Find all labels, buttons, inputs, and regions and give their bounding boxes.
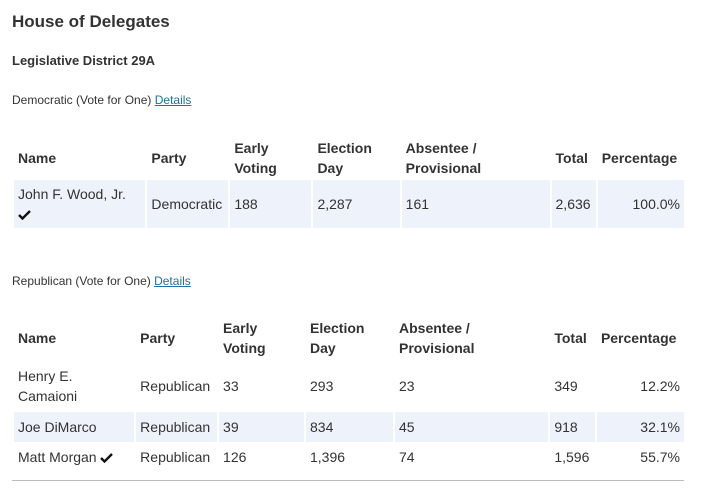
- table-row: John F. Wood, Jr. Democratic 188 2,287 1…: [14, 180, 684, 228]
- col-absentee-header: Absentee / Provisional: [399, 320, 475, 356]
- election-day-cell: 1,396: [310, 449, 346, 465]
- democratic-race-heading: Democratic (Vote for One) Details: [12, 93, 191, 107]
- col-party-header: Party: [140, 330, 176, 346]
- col-absentee-header: Absentee / Provisional: [405, 140, 482, 176]
- col-percentage-header: Percentage: [601, 150, 678, 166]
- checkmark-icon: [18, 210, 31, 221]
- early-voting-cell: 33: [223, 378, 239, 394]
- table-row: Matt Morgan Republican 126 1,396 74 1,59…: [14, 442, 684, 472]
- absentee-cell: 74: [399, 449, 415, 465]
- candidate-name-cell: Henry E. Camaioni: [18, 368, 78, 404]
- checkmark-icon: [100, 453, 114, 464]
- col-total-header: Total: [555, 150, 588, 166]
- democratic-race-label: Democratic (Vote for One): [12, 93, 152, 107]
- table-row: Henry E. Camaioni Republican 33 293 23 34…: [14, 360, 684, 412]
- col-party-header: Party: [151, 150, 187, 166]
- candidate-name-cell: Matt Morgan: [14, 442, 134, 472]
- table-header-row: Name Party Early Voting Election Day Absen…: [14, 136, 684, 180]
- percentage-cell: 100.0%: [597, 180, 684, 228]
- absentee-cell: 161: [401, 180, 550, 228]
- early-voting-cell: 39: [219, 412, 304, 442]
- candidate-name: Matt Morgan: [18, 449, 97, 465]
- col-total-header: Total: [554, 330, 587, 346]
- absentee-cell: 45: [395, 412, 549, 442]
- candidate-name-cell: John F. Wood, Jr.: [14, 180, 146, 228]
- total-cell: 918: [550, 412, 595, 442]
- election-day-cell: 293: [310, 378, 334, 394]
- col-name-header: Name: [18, 330, 57, 346]
- col-name-header: Name: [18, 150, 57, 166]
- bottom-divider: [12, 480, 684, 481]
- election-day-cell: 2,287: [313, 180, 400, 228]
- candidate-name: John F. Wood, Jr.: [18, 186, 126, 202]
- col-early-header: Early Voting: [223, 320, 266, 356]
- party-cell: Democratic: [147, 180, 229, 228]
- democratic-results-table: Name Party Early Voting Election Day Absen…: [12, 136, 686, 228]
- republican-details-link[interactable]: Details: [154, 274, 191, 288]
- table-row: Joe DiMarco Republican 39 834 45 918 32.…: [14, 412, 684, 442]
- col-eday-header: Election Day: [317, 140, 372, 176]
- col-early-header: Early Voting: [234, 140, 277, 176]
- early-voting-cell: 126: [223, 449, 247, 465]
- party-cell: Republican: [136, 412, 218, 442]
- percentage-cell: 55.7%: [640, 449, 680, 465]
- table-header-row: Name Party Early Voting Election Day Absen…: [14, 316, 684, 360]
- percentage-cell: 12.2%: [640, 378, 680, 394]
- district-title: Legislative District 29A: [12, 53, 156, 68]
- col-percentage-header: Percentage: [600, 330, 677, 346]
- absentee-cell: 23: [399, 378, 415, 394]
- page-title: House of Delegates: [12, 12, 170, 31]
- democratic-details-link[interactable]: Details: [154, 93, 192, 107]
- total-cell: 2,636: [551, 180, 596, 228]
- republican-results-table: Name Party Early Voting Election Day Absen…: [12, 316, 686, 472]
- early-voting-cell: 188: [230, 180, 312, 228]
- party-cell: Republican: [140, 449, 211, 465]
- candidate-name-cell: Joe DiMarco: [14, 412, 135, 442]
- election-day-cell: 834: [306, 412, 394, 442]
- percentage-cell: 32.1%: [596, 412, 684, 442]
- republican-race-label: Republican (Vote for One): [12, 274, 151, 288]
- total-cell: 1,596: [554, 449, 590, 465]
- col-eday-header: Election Day: [310, 320, 365, 356]
- party-cell: Republican: [140, 378, 211, 394]
- total-cell: 349: [554, 378, 578, 394]
- republican-race-heading: Republican (Vote for One) Details: [12, 274, 191, 288]
